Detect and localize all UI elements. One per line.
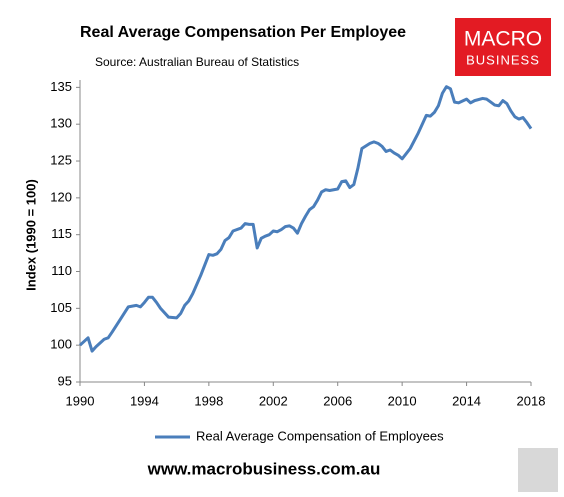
data-line bbox=[78, 85, 533, 353]
x-tick-label: 1990 bbox=[66, 393, 95, 408]
y-tick-label: 120 bbox=[50, 189, 72, 204]
y-tick-label: 95 bbox=[58, 373, 72, 388]
logo-text: MACRO bbox=[464, 28, 542, 51]
chart-subtitle: Source: Australian Bureau of Statistics bbox=[95, 55, 299, 69]
x-tick-label: 2006 bbox=[323, 393, 352, 408]
x-tick-label: 2018 bbox=[517, 393, 546, 408]
logo-box bbox=[455, 18, 551, 76]
logo-text: BUSINESS bbox=[466, 52, 540, 67]
y-tick-label: 115 bbox=[51, 226, 72, 241]
y-tick-label: 105 bbox=[50, 300, 72, 315]
y-tick-label: 125 bbox=[50, 152, 72, 167]
x-tick-label: 2002 bbox=[259, 393, 288, 408]
y-tick-label: 110 bbox=[51, 263, 72, 278]
chart-title: Real Average Compensation Per Employee bbox=[80, 24, 406, 41]
wolf-icon bbox=[518, 448, 558, 492]
y-tick-label: 135 bbox=[50, 79, 72, 94]
x-tick-label: 2014 bbox=[452, 393, 481, 408]
y-tick-label: 130 bbox=[50, 116, 72, 131]
footer-url: www.macrobusiness.com.au bbox=[147, 459, 381, 478]
y-axis-label: Index (1990 = 100) bbox=[23, 179, 38, 291]
x-tick-label: 1998 bbox=[194, 393, 223, 408]
y-tick-label: 100 bbox=[50, 337, 72, 352]
x-tick-label: 2010 bbox=[388, 393, 417, 408]
x-tick-label: 1994 bbox=[130, 393, 159, 408]
legend-label: Real Average Compensation of Employees bbox=[196, 428, 444, 443]
